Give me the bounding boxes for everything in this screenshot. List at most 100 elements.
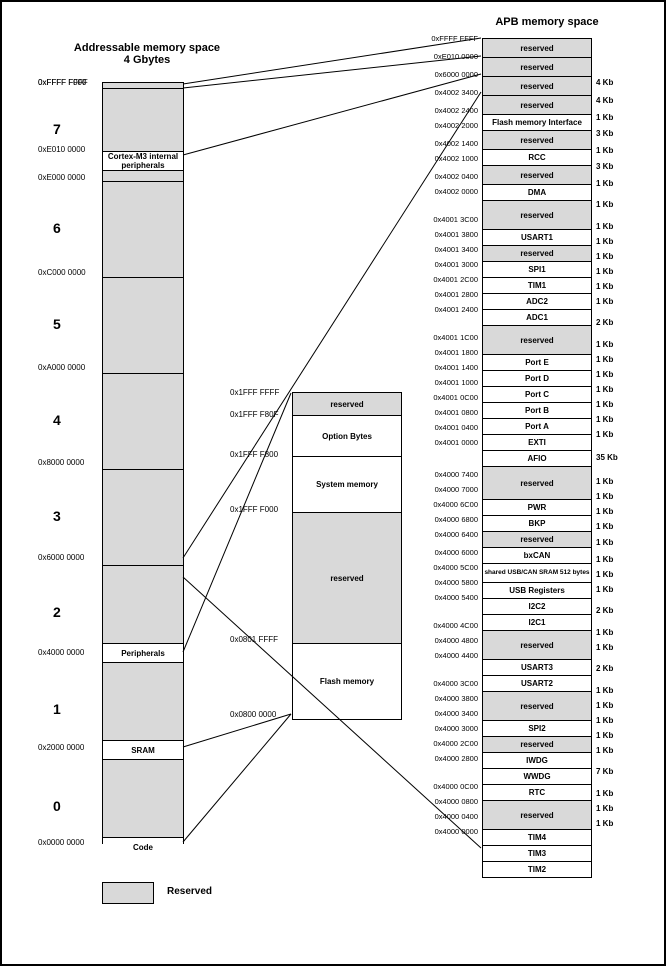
col3-addr: 0x4002 2400: [422, 106, 478, 115]
col3-addr: 0x4000 4400: [422, 651, 478, 660]
segment-number: 7: [53, 121, 61, 137]
flash-region-detail: reservedOption BytesSystem memoryreserve…: [292, 392, 402, 720]
iwdg-block: IWDG: [482, 752, 592, 768]
col3-size: 1 Kb: [596, 522, 613, 531]
col3-addr: 0x4000 5400: [422, 593, 478, 602]
col3-addr: 0x4000 2C00: [422, 739, 478, 748]
col3-size: 7 Kb: [596, 767, 613, 776]
col1-addr: 0xE010 0000: [38, 145, 85, 154]
reserved-block: reserved: [482, 466, 592, 499]
col3-size: 1 Kb: [596, 146, 613, 155]
col3-size: 35 Kb: [596, 453, 618, 462]
col2-addr: 0x1FFF F800: [230, 450, 278, 459]
col3-size: 1 Kb: [596, 716, 613, 725]
col3-size: 1 Kb: [596, 507, 613, 516]
col3-size: 1 Kb: [596, 585, 613, 594]
legend-swatch: [102, 882, 154, 904]
col3-size: 3 Kb: [596, 129, 613, 138]
col1-segment-5: 5: [103, 277, 183, 373]
usart3-block: USART3: [482, 659, 592, 675]
segment-number: 3: [53, 508, 61, 524]
col3-size: 1 Kb: [596, 282, 613, 291]
reserved-block: reserved: [482, 130, 592, 149]
col2-addr: 0x1FFF F80F: [230, 410, 278, 419]
col3-addr: 0x4001 3000: [422, 260, 478, 269]
col3-addr: 0x4002 3400: [422, 88, 478, 97]
col3-addr: 0x4000 3000: [422, 724, 478, 733]
reserved-block: reserved: [482, 38, 592, 57]
left-title: Addressable memory space4 Gbytes: [62, 42, 232, 66]
usart2-block: USART2: [482, 675, 592, 691]
cortex-m3-internal-peripherals-block: Cortex-M3 internal peripherals: [103, 151, 183, 170]
col3-size: 1 Kb: [596, 538, 613, 547]
port-c-block: Port C: [482, 386, 592, 402]
col3-addr: 0x4000 7400: [422, 470, 478, 479]
reserved-block: reserved: [482, 76, 592, 95]
col3-addr: 0x4000 0000: [422, 827, 478, 836]
col3-addr: 0x4002 2000: [422, 121, 478, 130]
col3-size: 1 Kb: [596, 237, 613, 246]
tim4-block: TIM4: [482, 829, 592, 845]
col3-addr: 0x4001 1000: [422, 378, 478, 387]
tim3-block: TIM3: [482, 845, 592, 861]
col3-size: 1 Kb: [596, 252, 613, 261]
col3-size: 3 Kb: [596, 162, 613, 171]
col3-addr: 0x4002 1400: [422, 139, 478, 148]
system-memory-block: System memory: [292, 456, 402, 512]
segment-number: 1: [53, 701, 61, 717]
col3-addr: 0x4001 0400: [422, 423, 478, 432]
col3-addr: 0x4000 0C00: [422, 782, 478, 791]
col3-addr: 0x4001 0800: [422, 408, 478, 417]
col3-size: 1 Kb: [596, 179, 613, 188]
col3-addr: 0x4001 0000: [422, 438, 478, 447]
col3-size: 1 Kb: [596, 492, 613, 501]
reserved-block: reserved: [482, 531, 592, 547]
legend-label: Reserved: [167, 886, 212, 897]
segment-number: 4: [53, 412, 61, 428]
col1-segment-7: 7Cortex-M3 internal peripherals: [103, 83, 183, 181]
col3-addr: 0x4000 7000: [422, 485, 478, 494]
col3-size: 2 Kb: [596, 318, 613, 327]
peripherals-block: Peripherals: [103, 643, 183, 662]
bkp-block: BKP: [482, 515, 592, 531]
col1-addr: 0xC000 0000: [38, 268, 86, 277]
col3-addr: 0x4000 6C00: [422, 500, 478, 509]
port-d-block: Port D: [482, 370, 592, 386]
col2-addr: 0x0800 0000: [230, 710, 276, 719]
reserved-block: [103, 170, 183, 181]
col3-size: 1 Kb: [596, 789, 613, 798]
reserved-block: reserved: [292, 392, 402, 415]
col3-size: 1 Kb: [596, 200, 613, 209]
col3-addr: 0x4001 1400: [422, 363, 478, 372]
reserved-block: reserved: [482, 245, 592, 261]
col3-addr: 0x4000 6800: [422, 515, 478, 524]
col2-addr: 0x1FFF F000: [230, 505, 278, 514]
col3-size: 1 Kb: [596, 222, 613, 231]
flash-memory-interface-block: Flash memory Interface: [482, 114, 592, 130]
reserved-block: reserved: [482, 95, 592, 114]
col2-addr: 0x0801 FFFF: [230, 635, 278, 644]
exti-block: EXTI: [482, 434, 592, 450]
dma-block: DMA: [482, 184, 592, 200]
pwr-block: PWR: [482, 499, 592, 515]
col3-size: 1 Kb: [596, 731, 613, 740]
col3-size: 1 Kb: [596, 113, 613, 122]
sram-block: SRAM: [103, 740, 183, 759]
col3-size: 2 Kb: [596, 606, 613, 615]
col3-size: 1 Kb: [596, 746, 613, 755]
col3-size: 1 Kb: [596, 819, 613, 828]
reserved-block: reserved: [482, 57, 592, 76]
port-a-block: Port A: [482, 418, 592, 434]
reserved-block: reserved: [482, 200, 592, 229]
col3-size: 1 Kb: [596, 628, 613, 637]
apb-memory-bar: reservedreservedreservedreservedFlash me…: [482, 38, 592, 878]
col3-addr: 0x4001 3400: [422, 245, 478, 254]
col1-addr: 0x2000 0000: [38, 743, 84, 752]
col1-addr: 0xFFFF F000: [38, 78, 86, 87]
col3-size: 1 Kb: [596, 355, 613, 364]
col3-size: 1 Kb: [596, 477, 613, 486]
col3-addr: 0x4002 1000: [422, 154, 478, 163]
adc1-block: ADC1: [482, 309, 592, 325]
col3-addr: 0x4001 2400: [422, 305, 478, 314]
i2c1-block: I2C1: [482, 614, 592, 630]
